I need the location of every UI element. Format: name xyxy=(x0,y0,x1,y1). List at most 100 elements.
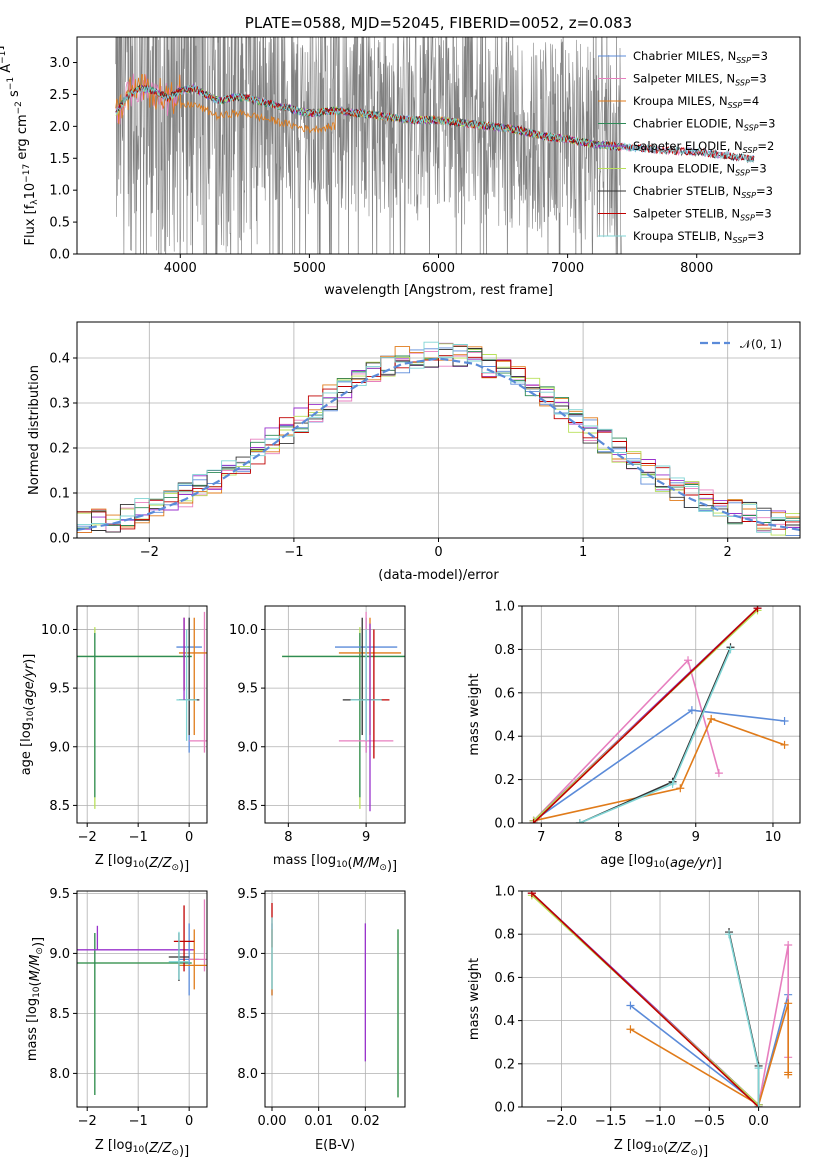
data-spectrum-line xyxy=(115,37,622,254)
x-tick-label: −2 xyxy=(78,1114,97,1129)
y-tick-label: 1.0 xyxy=(494,885,515,900)
label-part: Flux [f xyxy=(23,204,38,245)
legend-label-base: Chabrier MILES, N xyxy=(633,49,736,63)
plot-area-age_vs_mass xyxy=(282,611,405,812)
legend-label-sub: SSP xyxy=(733,236,748,245)
x-tick-label: −1 xyxy=(129,1114,148,1129)
label-part: 10 xyxy=(133,1145,145,1155)
y-tick-label: 8.5 xyxy=(49,799,70,814)
legend-label-tail: =3 xyxy=(756,184,773,198)
legend-label: Kroupa STELIB, NSSP=3 xyxy=(633,229,764,245)
label-part: 10 xyxy=(336,860,348,870)
label-part: mass [log xyxy=(273,853,336,868)
x-axis-label: Z [log10(Z/Z⊙)] xyxy=(614,1138,708,1159)
label-part: ( xyxy=(144,1141,149,1156)
axes-frame xyxy=(76,605,208,824)
label-part: Z/Z xyxy=(667,1141,691,1156)
model-line-kroupa_stelib xyxy=(115,84,755,163)
plot-area-mass_vs_Z xyxy=(77,899,207,1095)
data-point-marker xyxy=(676,784,685,793)
label-part: M/M xyxy=(28,955,43,982)
plot-area-spectrum xyxy=(115,37,755,254)
legend-label-tail: =3 xyxy=(750,72,767,86)
x-axis-label: Z [log10(Z/Z⊙)] xyxy=(95,1138,189,1159)
overlay-age_vs_mass: 8 9 8.5 9.0 9.5 10.0 mass [log10(M/M⊙)] xyxy=(229,605,406,874)
y-tick-label: 1.5 xyxy=(49,152,70,167)
label-part: ] xyxy=(0,46,6,51)
label-part: )] xyxy=(179,1144,189,1159)
data-point-marker xyxy=(668,779,677,788)
legend-label-base: Salpeter MILES, N xyxy=(633,72,735,86)
series-line-chabrier_miles xyxy=(533,709,785,822)
axes-frame xyxy=(264,605,406,824)
axes-frame xyxy=(76,321,801,539)
x-tick-label: 8000 xyxy=(680,261,713,276)
axes-mass_vs_ebv: 0.00 0.01 0.02 8.0 8.5 9.0 9.5 E(B-V) xyxy=(237,887,406,1153)
y-axis-label: age [log10(age/yr)] xyxy=(19,654,37,776)
label-part: Z/Z xyxy=(148,1141,172,1156)
y-tick-label: 0.1 xyxy=(49,487,70,502)
label-part: )] xyxy=(387,859,397,874)
label-part: age [log xyxy=(600,853,653,868)
y-axis-label: mass weight xyxy=(467,958,482,1040)
label-part: 10 xyxy=(26,710,36,722)
x-axis-label: (data-model)/error xyxy=(378,568,499,583)
plot-area-mass_vs_ebv xyxy=(271,903,399,1098)
plot-area-residuals xyxy=(77,341,800,536)
y-tick-label: 9.0 xyxy=(49,740,70,755)
y-tick-label: 8.5 xyxy=(237,1007,258,1022)
data-point-marker xyxy=(726,645,735,654)
legend-label-base: Kroupa STELIB, N xyxy=(633,229,733,243)
label-part: 10 xyxy=(653,860,665,870)
x-tick-label: 7 xyxy=(537,830,545,845)
x-tick-label: 5000 xyxy=(293,261,326,276)
x-axis-label: wavelength [Angstrom, rest frame] xyxy=(324,283,553,298)
label-part: mass weight xyxy=(467,673,482,755)
label-part: 10 xyxy=(652,1145,664,1155)
x-tick-label: 1 xyxy=(579,545,587,560)
axes-residuals: −2 −1 0 1 2 0.0 0.1 0.2 0.3 0.4 (data-model)/error… xyxy=(27,321,801,583)
legend-label-tail: =3 xyxy=(750,162,767,176)
y-tick-label: 0.0 xyxy=(494,1101,515,1116)
x-tick-label: 0.00 xyxy=(258,1114,287,1129)
x-tick-label: −2.0 xyxy=(546,1114,578,1129)
x-tick-label: 8 xyxy=(614,830,622,845)
overlay-residuals: −2 −1 0 1 2 0.0 0.1 0.2 0.3 0.4 (data-model)/error… xyxy=(27,321,801,583)
legend-label: Chabrier STELIB, NSSP=3 xyxy=(633,184,773,200)
label-part: erg cm xyxy=(15,114,30,163)
y-tick-label: 0.0 xyxy=(494,817,515,832)
y-tick-label: 9.5 xyxy=(237,682,258,697)
x-axis-label: Z [log10(Z/Z⊙)] xyxy=(95,853,189,874)
data-point-marker xyxy=(784,1070,793,1079)
overlay-spectrum: 4000 5000 6000 7000 8000 0.0 0.5 1.0 1.5 2.0 2.5 3.… xyxy=(0,14,801,298)
legend-label: Kroupa ELODIE, NSSP=3 xyxy=(633,162,767,178)
legend-label-tail: =3 xyxy=(759,117,776,131)
data-point-marker xyxy=(626,1025,635,1034)
label-part: age/yr xyxy=(22,662,37,705)
axes-massweight_vs_Z: −2.0 −1.5 −1.0 −0.5 0.0 0.0 0.2 0.4 0.6 0.8 1.0 mas… xyxy=(467,885,801,1159)
y-tick-label: 2.0 xyxy=(49,120,70,135)
legend-label: Salpeter ELODIE, NSSP=2 xyxy=(633,139,774,155)
axes-mass_vs_Z: −2 −1 08.08.59.09.5Z [log10(Z/Z⊙)]mass [lo… xyxy=(25,887,208,1159)
y-tick-label: 9.5 xyxy=(49,682,70,697)
x-tick-label: 0 xyxy=(434,545,442,560)
axes-frame xyxy=(76,890,208,1108)
data-point-marker xyxy=(753,606,762,613)
label-part: )] xyxy=(22,654,37,664)
label-part: ⊙ xyxy=(35,947,45,955)
chart-title: PLATE=0588, MJD=52045, FIBERID=0052, z=0… xyxy=(245,14,632,32)
label-part: mass weight xyxy=(467,958,482,1040)
data-point-marker xyxy=(687,706,696,715)
label-part: ⊙ xyxy=(379,863,387,873)
x-tick-label: 10 xyxy=(765,830,782,845)
y-tick-label: 0.0 xyxy=(49,248,70,263)
y-tick-label: 0.2 xyxy=(494,773,515,788)
legend-label-sub: SSP xyxy=(743,146,758,155)
y-tick-label: 2.5 xyxy=(49,88,70,103)
label-part: age [log xyxy=(19,722,34,775)
data-point-marker xyxy=(725,930,734,939)
y-tick-label: 0.6 xyxy=(494,686,515,701)
overlay-age_vs_Z: −2 −1 08.59.09.510.0Z [log10(Z/Z⊙)]age [lo… xyxy=(19,605,208,874)
legend-label: 𝒩(0, 1) xyxy=(740,337,782,351)
